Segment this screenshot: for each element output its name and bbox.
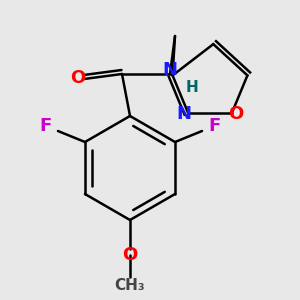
- Text: N: N: [177, 105, 192, 123]
- Text: O: O: [122, 246, 138, 264]
- Text: H: H: [186, 80, 198, 95]
- Text: N: N: [163, 61, 178, 79]
- Text: CH₃: CH₃: [115, 278, 145, 292]
- Text: F: F: [208, 117, 220, 135]
- Text: O: O: [70, 69, 86, 87]
- Text: O: O: [228, 105, 243, 123]
- Text: F: F: [40, 117, 52, 135]
